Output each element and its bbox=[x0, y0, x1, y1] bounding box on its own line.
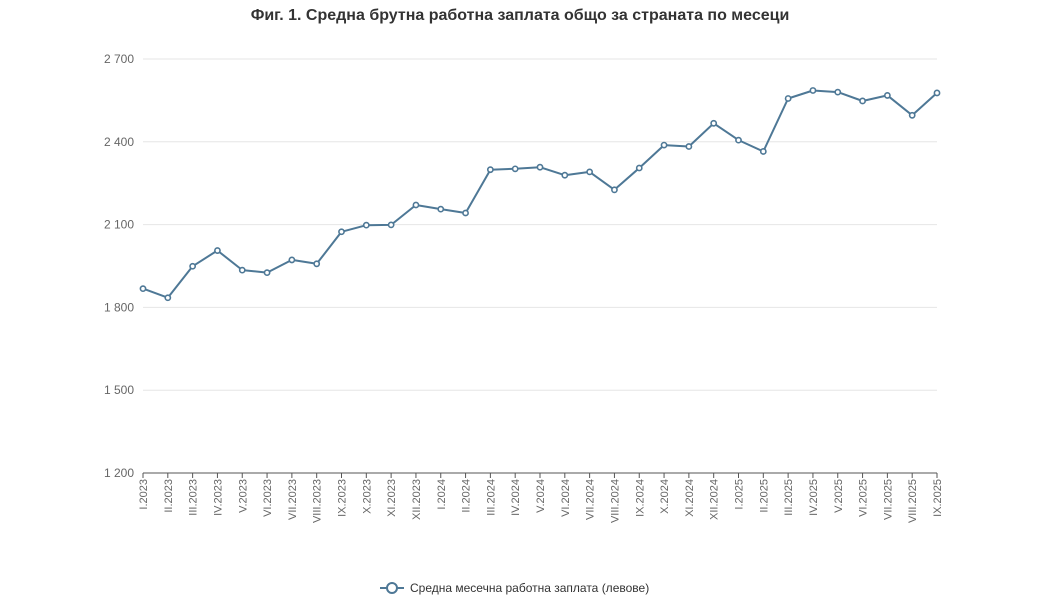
x-tick-label: V.2025 bbox=[833, 479, 845, 513]
legend-label[interactable]: Средна месечна работна заплата (левове) bbox=[410, 581, 649, 595]
data-point[interactable] bbox=[635, 164, 643, 172]
x-tick-label: II.2024 bbox=[461, 479, 473, 513]
x-tick-label: XII.2023 bbox=[411, 479, 423, 520]
x-tick-label: VII.2024 bbox=[585, 479, 597, 520]
legend-marker bbox=[386, 582, 398, 594]
x-tick-label: VIII.2025 bbox=[907, 479, 919, 523]
data-point[interactable] bbox=[834, 88, 842, 96]
series-group bbox=[139, 87, 941, 302]
x-tick-label: IX.2024 bbox=[634, 479, 646, 517]
x-tick-label: III.2024 bbox=[485, 479, 497, 516]
data-point[interactable] bbox=[710, 119, 718, 127]
data-point[interactable] bbox=[685, 143, 693, 150]
x-tick-label: IX.2023 bbox=[337, 479, 349, 517]
y-tick-label: 2 700 bbox=[104, 52, 134, 66]
data-point[interactable] bbox=[288, 256, 296, 264]
data-point[interactable] bbox=[362, 221, 370, 229]
data-point[interactable] bbox=[611, 186, 618, 194]
data-point[interactable] bbox=[859, 97, 866, 105]
x-tick-label: VI.2025 bbox=[858, 479, 870, 517]
data-point[interactable] bbox=[189, 262, 197, 270]
data-point[interactable] bbox=[735, 136, 742, 144]
data-point[interactable] bbox=[387, 221, 395, 229]
x-tick-label: XII.2024 bbox=[709, 479, 721, 520]
x-tick-label: VIII.2024 bbox=[609, 479, 621, 523]
data-point[interactable] bbox=[511, 165, 519, 173]
data-point[interactable] bbox=[908, 111, 916, 119]
x-tick-label: XI.2024 bbox=[684, 479, 696, 517]
x-tick-label: VII.2025 bbox=[882, 479, 894, 520]
data-point[interactable] bbox=[238, 266, 246, 274]
x-tick-label: I.2023 bbox=[138, 479, 150, 510]
data-point[interactable] bbox=[437, 205, 445, 213]
data-point[interactable] bbox=[263, 269, 271, 277]
data-point[interactable] bbox=[561, 171, 569, 179]
x-tick-label: I.2024 bbox=[436, 479, 448, 510]
data-point[interactable] bbox=[313, 260, 321, 268]
y-tick-label: 2 100 bbox=[104, 218, 134, 232]
y-tick-label: 1 500 bbox=[104, 383, 134, 397]
data-point[interactable] bbox=[214, 247, 221, 254]
x-tick-label: X.2024 bbox=[659, 479, 671, 514]
x-tick-label: IV.2023 bbox=[212, 479, 224, 516]
x-tick-label: VI.2024 bbox=[560, 479, 572, 517]
chart-title: Фиг. 1. Средна брутна работна заплата об… bbox=[251, 7, 790, 24]
data-point[interactable] bbox=[759, 148, 767, 155]
y-tick-label: 2 400 bbox=[104, 135, 134, 149]
x-tick-label: IV.2024 bbox=[510, 479, 522, 516]
x-tick-label: VIII.2023 bbox=[312, 479, 324, 523]
x-tick-label: IV.2025 bbox=[808, 479, 820, 516]
data-point[interactable] bbox=[164, 294, 172, 302]
data-point[interactable] bbox=[809, 87, 817, 94]
data-point[interactable] bbox=[139, 285, 147, 293]
y-axis: 1 200 1 500 1 800 2 100 2 400 2 700 bbox=[104, 52, 134, 480]
data-point[interactable] bbox=[660, 141, 668, 149]
data-point[interactable] bbox=[412, 201, 420, 209]
data-point[interactable] bbox=[462, 209, 469, 217]
x-axis: I.2023 II.2023 III.2023 IV.2023 V.2023 VI.202… bbox=[138, 472, 944, 523]
x-tick-label: V.2024 bbox=[535, 479, 547, 513]
y-tick-label: 1 200 bbox=[104, 466, 134, 480]
x-tick-label: X.2023 bbox=[361, 479, 373, 514]
x-tick-label: II.2025 bbox=[758, 479, 770, 513]
x-tick-label: VII.2023 bbox=[287, 479, 299, 520]
data-point[interactable] bbox=[536, 163, 544, 171]
data-point[interactable] bbox=[486, 166, 494, 174]
series-line bbox=[142, 89, 938, 299]
data-point[interactable] bbox=[338, 228, 345, 236]
legend[interactable]: Средна месечна работна заплата (левове) bbox=[380, 581, 649, 595]
x-tick-label: I.2025 bbox=[734, 479, 746, 510]
x-tick-label: III.2023 bbox=[188, 479, 200, 516]
data-point[interactable] bbox=[586, 168, 594, 176]
x-tick-label: III.2025 bbox=[783, 479, 795, 516]
x-tick-label: II.2023 bbox=[163, 479, 175, 513]
x-tick-label: V.2023 bbox=[237, 479, 249, 513]
y-tick-label: 1 800 bbox=[104, 300, 134, 314]
grid bbox=[143, 58, 937, 391]
data-point[interactable] bbox=[933, 89, 941, 97]
x-tick-label: VI.2023 bbox=[262, 479, 274, 517]
x-tick-label: XI.2023 bbox=[386, 479, 398, 517]
data-point[interactable] bbox=[784, 95, 792, 102]
data-point[interactable] bbox=[883, 92, 891, 99]
x-tick-label: IX.2025 bbox=[932, 479, 944, 517]
